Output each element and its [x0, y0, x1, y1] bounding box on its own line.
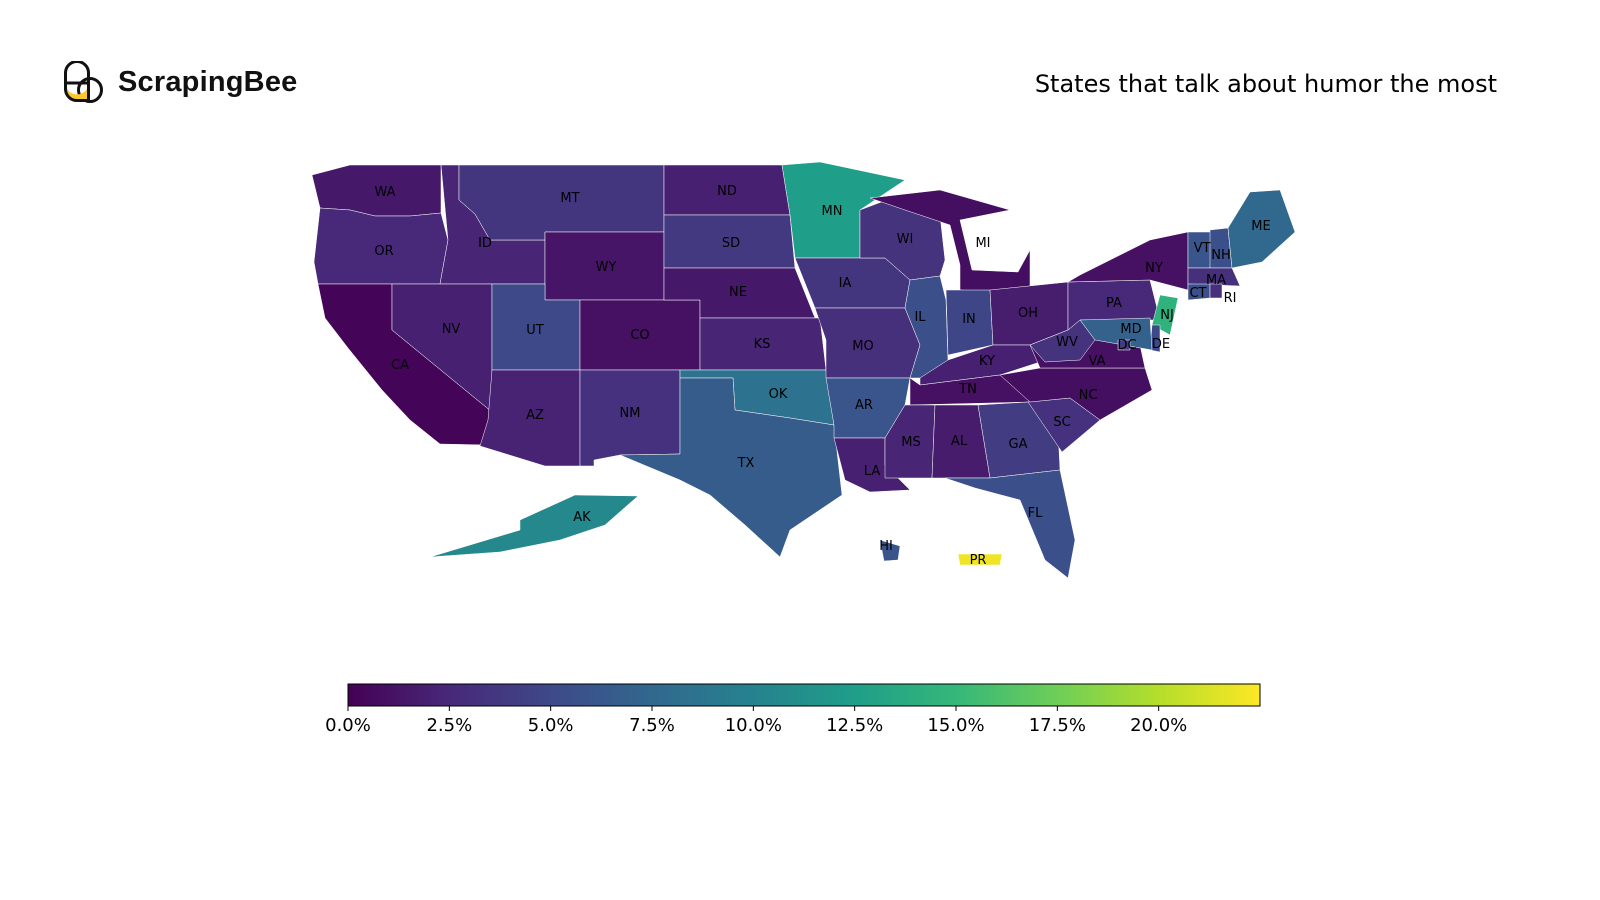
state-label-mi: MI — [975, 236, 990, 251]
state-ri — [1209, 283, 1223, 299]
scrapingbee-logo: ScrapingBee — [62, 60, 298, 104]
state-label-tn: TN — [958, 382, 977, 397]
colorbar-tick-label: 20.0% — [1130, 715, 1187, 736]
state-label-ms: MS — [901, 435, 920, 450]
state-label-nj: NJ — [1160, 308, 1174, 323]
colorbar-gradient — [347, 683, 1261, 707]
state-label-or: OR — [374, 244, 393, 259]
colorbar-tick-label: 12.5% — [826, 715, 883, 736]
state-md — [1079, 317, 1153, 351]
colorbar-tick-label: 10.0% — [725, 715, 782, 736]
state-mi — [869, 189, 1031, 293]
state-fl — [944, 469, 1076, 579]
bee-logo-icon — [64, 61, 103, 103]
state-label-vt: VT — [1194, 241, 1211, 256]
colorbar-tick-label: 5.0% — [528, 715, 574, 736]
colorbar-tick-label: 7.5% — [629, 715, 675, 736]
state-label-tx: TX — [737, 456, 755, 471]
state-ma — [1187, 267, 1241, 287]
state-label-ks: KS — [754, 337, 771, 352]
state-pr — [957, 553, 1003, 566]
state-label-nd: ND — [717, 184, 737, 199]
state-label-id: ID — [478, 236, 492, 251]
state-label-pr: PR — [970, 553, 987, 568]
state-label-il: IL — [914, 310, 926, 325]
state-label-ut: UT — [526, 323, 544, 338]
state-label-nh: NH — [1211, 248, 1231, 263]
state-label-hi: HI — [879, 539, 893, 554]
state-label-oh: OH — [1018, 306, 1038, 321]
state-label-wv: WV — [1056, 335, 1078, 350]
state-label-mt: MT — [560, 191, 579, 206]
state-label-pa: PA — [1106, 296, 1122, 311]
state-label-ma: MA — [1206, 273, 1226, 288]
state-label-ok: OK — [769, 387, 788, 402]
state-label-ny: NY — [1145, 261, 1163, 276]
state-label-mn: MN — [822, 204, 843, 219]
state-label-az: AZ — [526, 408, 544, 423]
state-label-ga: GA — [1009, 437, 1028, 452]
state-label-de: DE — [1152, 337, 1170, 352]
state-label-la: LA — [864, 464, 881, 479]
state-label-ak: AK — [573, 510, 591, 525]
brand-name: ScrapingBee — [118, 65, 298, 98]
state-label-me: ME — [1251, 219, 1270, 234]
state-label-co: CO — [630, 328, 649, 343]
state-label-ky: KY — [979, 354, 995, 369]
state-label-md: MD — [1120, 322, 1141, 337]
state-label-nc: NC — [1079, 388, 1098, 403]
state-label-wy: WY — [596, 260, 617, 275]
state-label-dc: DC — [1117, 338, 1136, 353]
state-dc — [1117, 339, 1131, 351]
state-label-wa: WA — [374, 185, 395, 200]
state-ak — [429, 494, 639, 558]
state-label-nv: NV — [442, 322, 461, 337]
state-label-wi: WI — [897, 232, 914, 247]
state-ms — [884, 404, 936, 479]
state-label-sc: SC — [1053, 415, 1070, 430]
state-label-ia: IA — [839, 276, 852, 291]
state-label-al: AL — [951, 434, 968, 449]
state-label-nm: NM — [620, 406, 641, 421]
chart-title: States that talk about humor the most — [1034, 70, 1497, 98]
state-label-ri: RI — [1224, 291, 1237, 306]
state-label-fl: FL — [1028, 506, 1043, 521]
state-hi — [879, 539, 901, 562]
state-label-va: VA — [1089, 354, 1106, 369]
state-label-sd: SD — [722, 236, 740, 251]
state-label-ct: CT — [1189, 286, 1206, 301]
state-ga — [977, 401, 1061, 479]
colorbar-tick-label: 15.0% — [927, 715, 984, 736]
colorbar-tick-label: 0.0% — [325, 715, 371, 736]
colorbar-tick-label: 2.5% — [426, 715, 472, 736]
state-label-ne: NE — [729, 285, 747, 300]
colorbar-tick-label: 17.5% — [1029, 715, 1086, 736]
state-tx — [619, 377, 843, 558]
state-label-mo: MO — [852, 339, 873, 354]
state-label-ca: CA — [391, 358, 409, 373]
state-label-ar: AR — [855, 398, 873, 413]
state-label-in: IN — [962, 312, 976, 327]
